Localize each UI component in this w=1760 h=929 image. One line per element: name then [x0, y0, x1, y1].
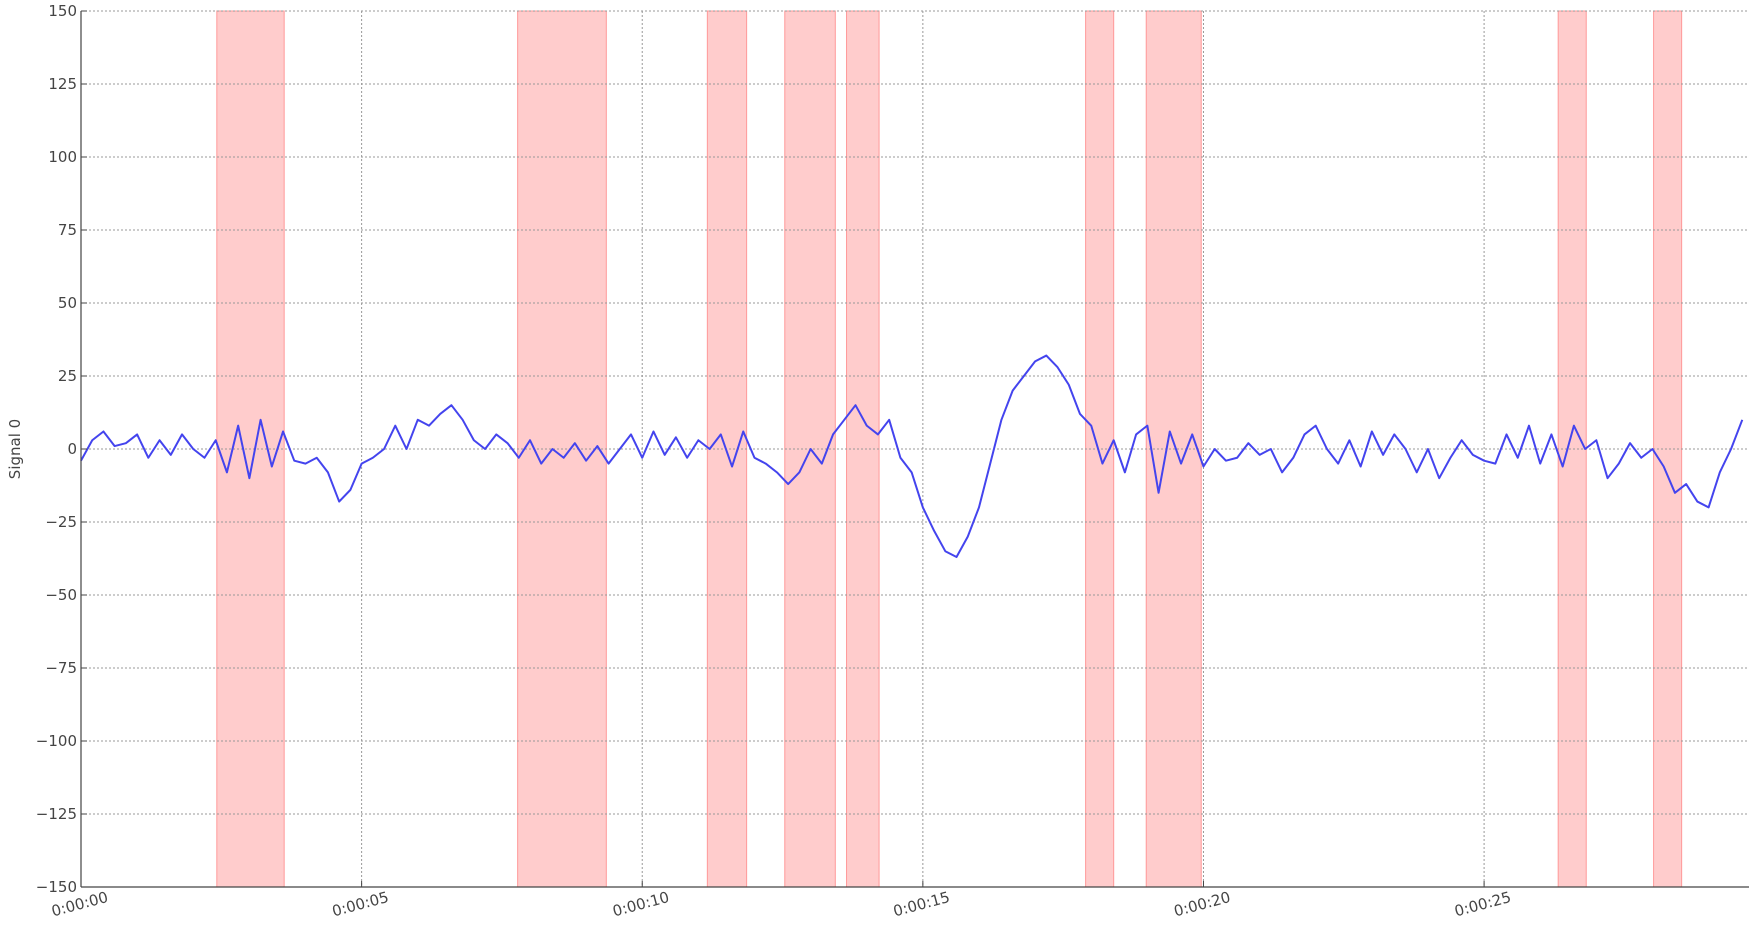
y-tick-label: −100 — [36, 732, 77, 750]
y-tick-label: 100 — [48, 148, 77, 166]
y-tick-label: 125 — [48, 75, 77, 93]
y-tick-label: 0 — [67, 440, 77, 458]
x-tick-label: 0:00:15 — [891, 888, 952, 920]
y-tick-label: 50 — [58, 294, 77, 312]
x-tick-label: 0:00:10 — [611, 888, 672, 920]
y-tick-label: 75 — [58, 221, 77, 239]
x-tick-label: 0:00:20 — [1172, 888, 1233, 920]
x-tick-label: 0:00:05 — [330, 888, 391, 920]
y-tick-label: −50 — [45, 586, 77, 604]
line-layer — [80, 354, 1744, 559]
grid-layer — [80, 10, 1749, 888]
y-tick-label: −75 — [45, 659, 77, 677]
y-tick-label: 150 — [48, 2, 77, 20]
y-axis-label: Signal 0 — [6, 419, 24, 479]
y-tick-label: −25 — [45, 513, 77, 531]
y-tick-label: −125 — [36, 805, 77, 823]
axes-layer: −150 −125 −100 −75 −50 −25 0 25 50 75 100 125 150 0:0… — [36, 2, 1749, 920]
y-tick-label: 25 — [58, 367, 77, 385]
signal-line — [80, 354, 1744, 559]
y-tick-label: −150 — [36, 878, 77, 896]
x-tick-label: 0:00:25 — [1453, 888, 1514, 920]
